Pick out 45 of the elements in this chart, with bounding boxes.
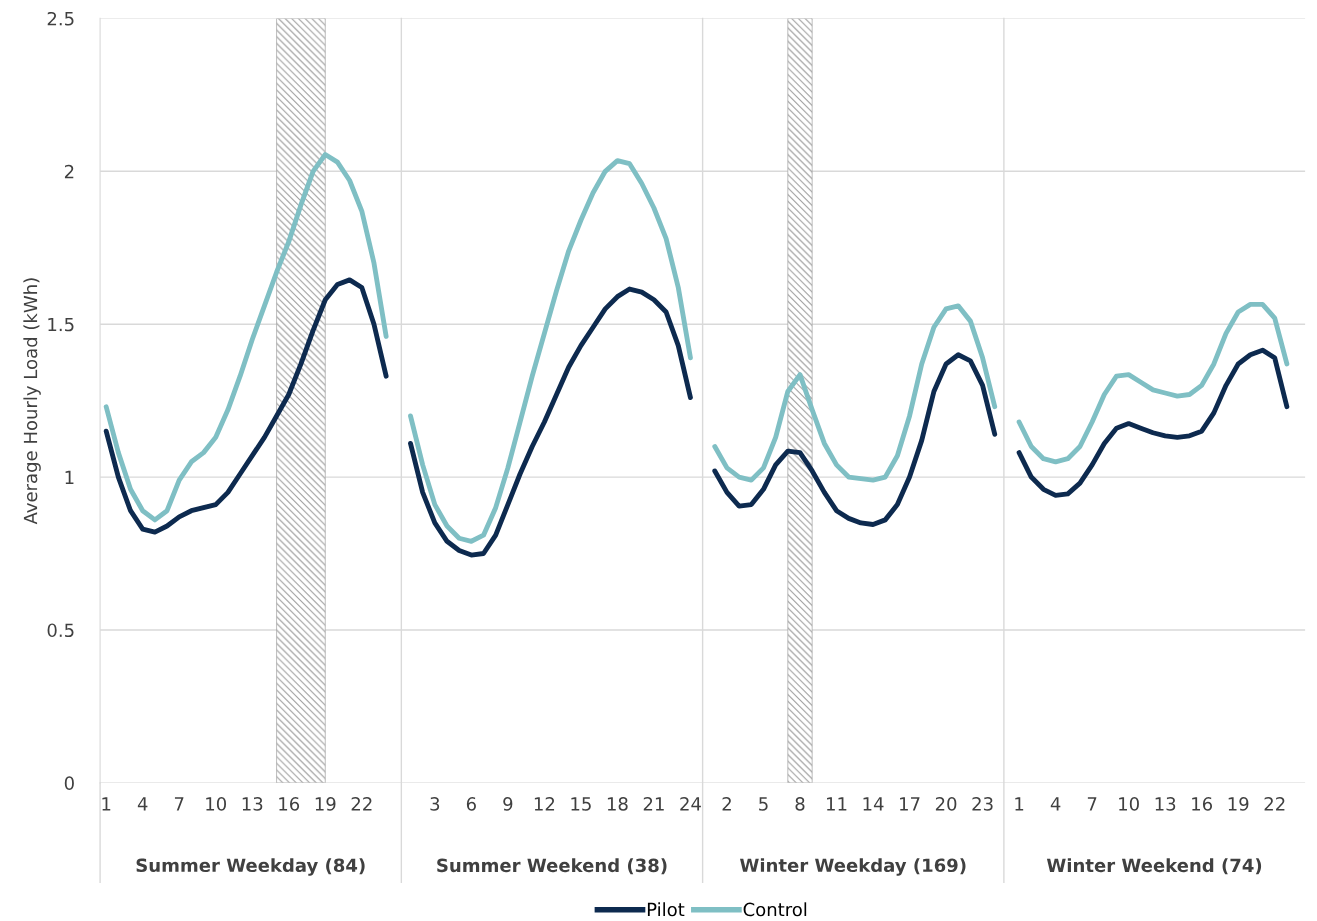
x-tick-label: 10 [1119,797,1139,811]
x-tick-label: 3 [430,797,440,811]
text: Winter Weekend (74) [1046,858,1262,875]
x-tick-label: 13 [242,797,263,811]
x-tick-label: 22 [1264,797,1285,811]
x-tick-label: 16 [279,797,300,811]
x-tick-label: 16 [1192,797,1213,811]
text: Summer Weekend (38) [437,858,667,875]
x-tick-label: 20 [935,797,957,811]
x-tick-label: 15 [571,797,591,811]
x-tick-label: 23 [972,797,993,811]
x-tick-label: 7 [174,797,184,811]
y-axis-title: Average Hourly Load (kWh) [23,278,41,525]
y-tick-label: 2.5 [47,11,74,26]
y-tick-label: 1.5 [48,317,74,332]
x-tick-label: 24 [680,797,701,811]
x-tick-label: 11 [827,797,847,811]
x-tick-label: 19 [315,797,336,811]
x-tick-label: 12 [534,797,555,811]
x-tick-label: 21 [643,797,664,811]
x-tick-label: 4 [137,797,148,811]
text: Summer Weekday (84) [136,858,365,876]
x-tick-label: 17 [900,797,920,811]
x-tick-label: 13 [1155,797,1176,811]
x-tick-label: 4 [1050,797,1061,811]
y-tick-label: 2 [64,164,74,179]
x-tick-label: 7 [1087,797,1097,811]
x-tick-label: 18 [607,797,628,811]
x-tick-label: 19 [1228,797,1249,811]
legend-label: Control [743,902,807,917]
x-tick-label: 14 [863,797,884,811]
legend-label: Pilot [647,902,685,917]
x-tick-label: 9 [503,797,513,811]
x-tick-label: 5 [759,797,768,811]
x-tick-label: 2 [722,797,731,811]
x-tick-label: 1 [102,797,111,811]
y-tick-label: 0.5 [47,623,74,638]
x-tick-label: 8 [795,797,805,811]
x-tick-label: 6 [466,797,476,811]
x-tick-label: 1 [1015,797,1024,811]
y-tick-label: 1 [65,470,74,484]
x-tick-label: 10 [206,797,227,811]
text: Winter Weekday (169) [740,858,966,876]
x-tick-label: 22 [351,797,372,811]
y-tick-label: 0 [64,776,74,790]
